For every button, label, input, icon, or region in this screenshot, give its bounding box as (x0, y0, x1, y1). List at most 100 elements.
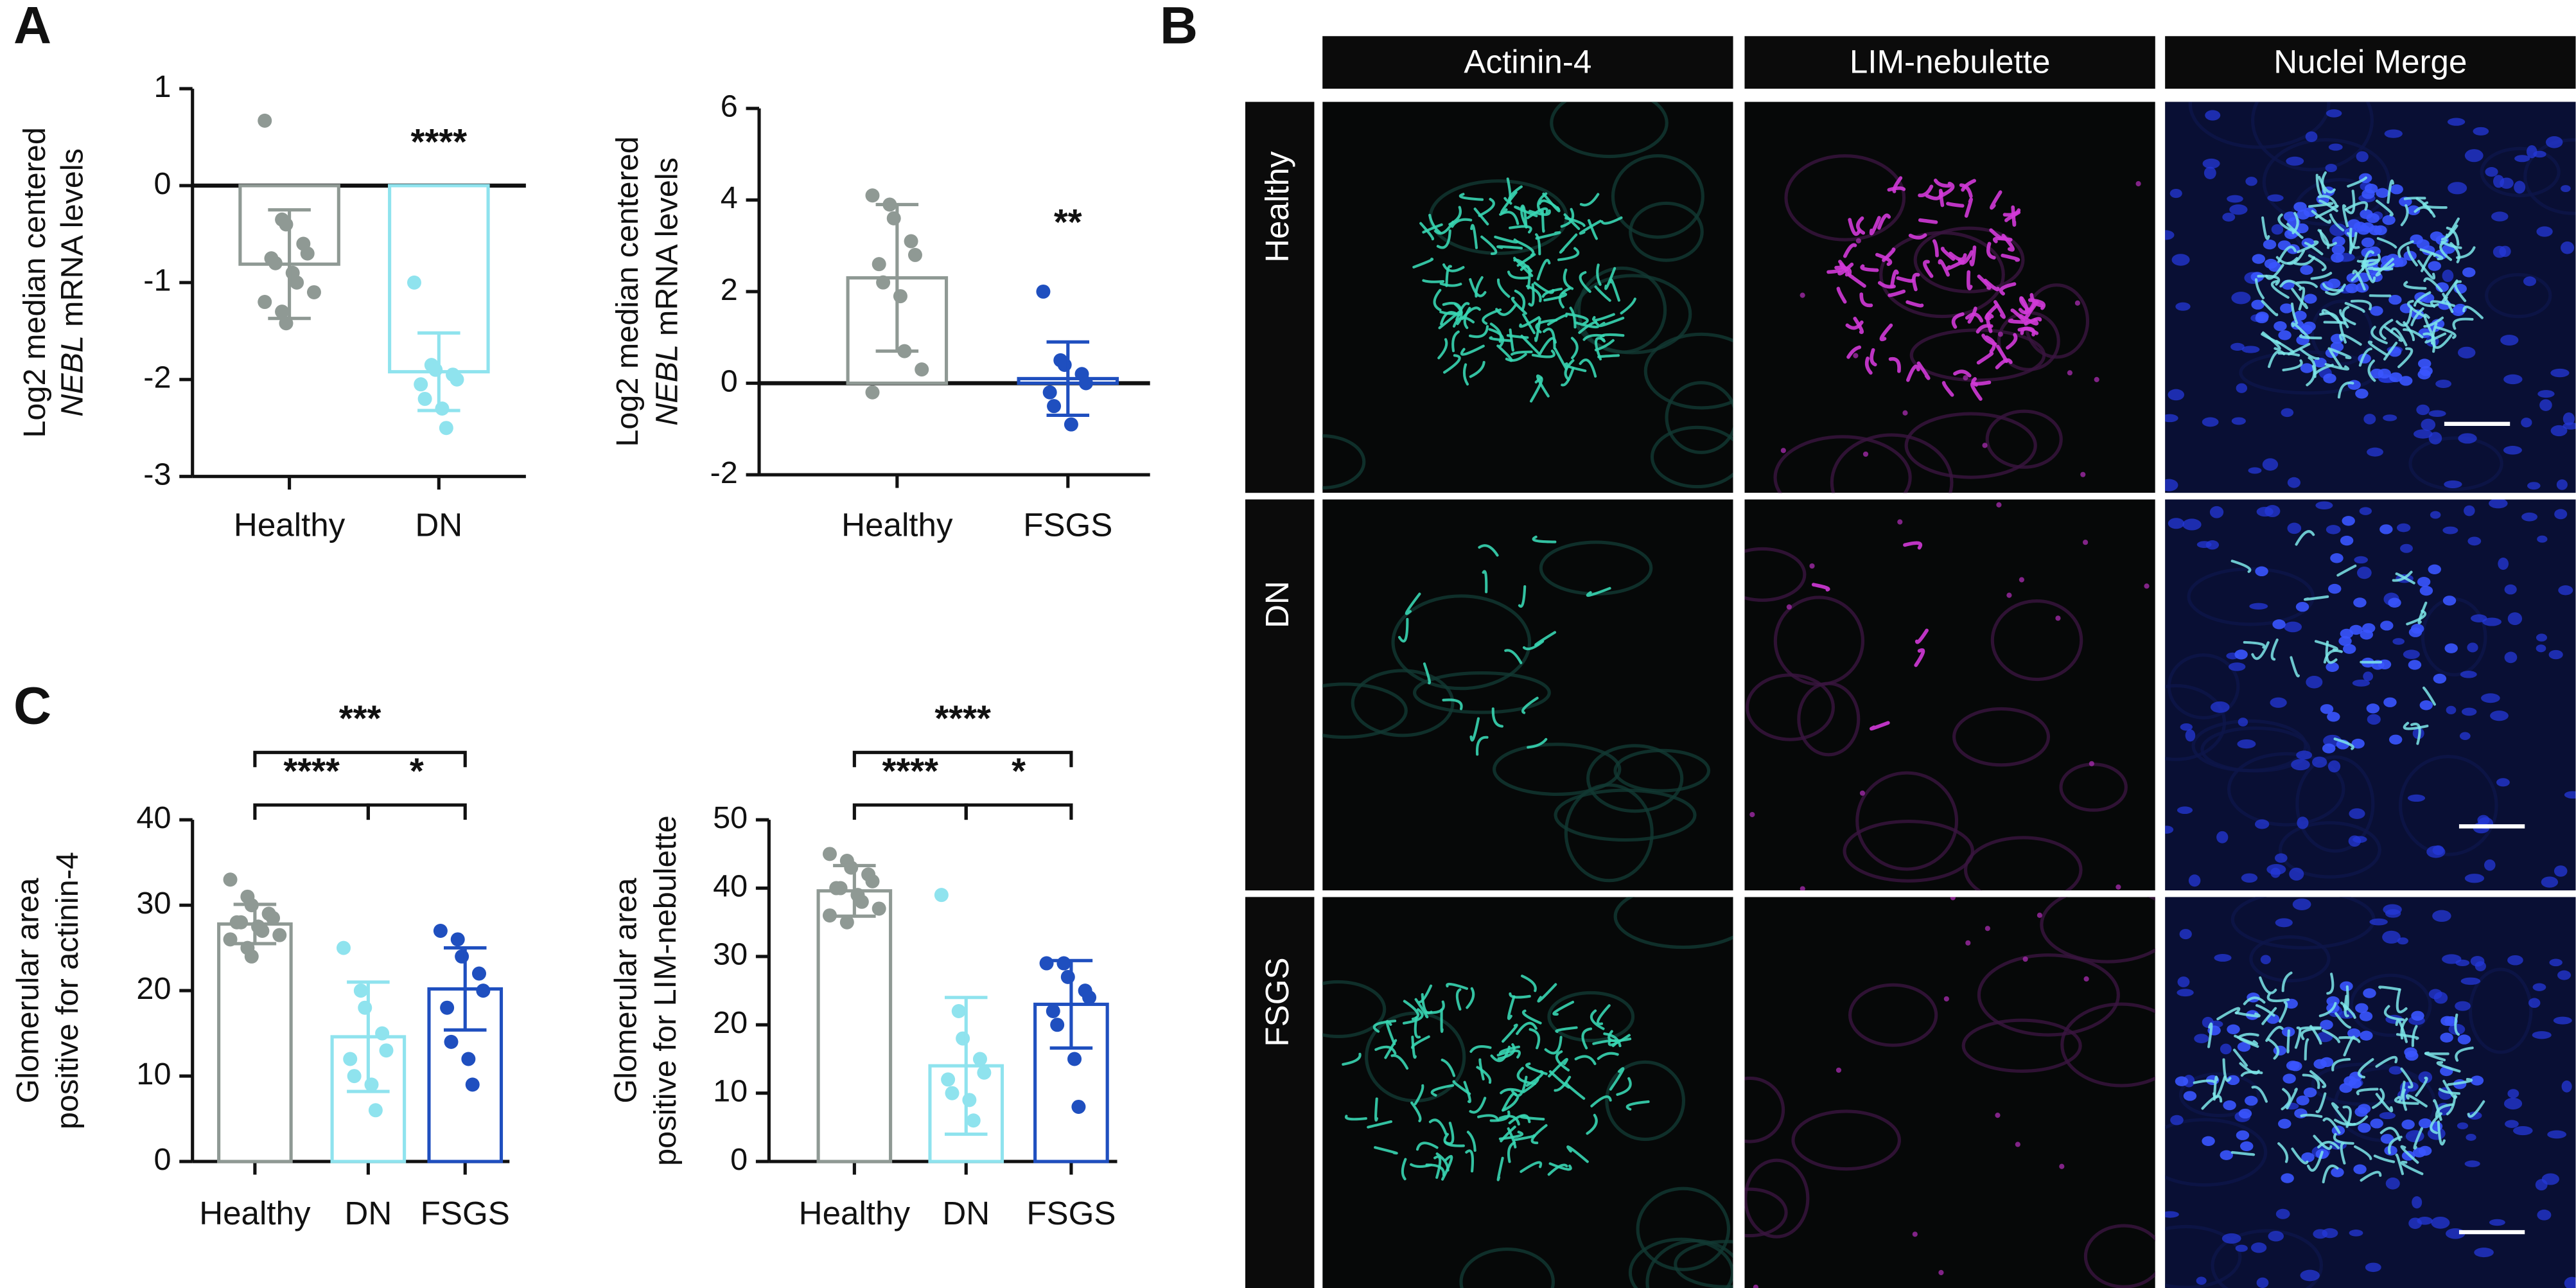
micrograph-texture (2317, 1140, 2340, 1149)
micrograph-texture (2340, 1001, 2356, 1019)
micrograph-texture (1596, 1004, 1611, 1025)
micrograph-texture (2083, 1224, 2155, 1288)
micrograph-texture (1938, 259, 1950, 277)
micrograph-texture (2385, 1177, 2400, 1190)
data-point (962, 1093, 977, 1107)
micrograph-texture (1452, 316, 1475, 328)
micrograph-texture (1855, 238, 1861, 243)
micrograph-texture (2392, 638, 2405, 645)
micrograph-texture (1506, 334, 1529, 339)
micrograph-texture (2028, 298, 2046, 310)
micrograph-texture (2171, 254, 2190, 266)
data-point (364, 1077, 379, 1092)
micrograph-texture (2460, 977, 2481, 985)
micrograph-texture (2417, 358, 2431, 369)
micrograph-texture (2539, 399, 2552, 411)
micrograph-texture (2383, 326, 2403, 342)
micrograph-texture (1914, 648, 1925, 667)
data-point (290, 275, 304, 290)
data-point (306, 285, 321, 299)
micrograph-texture (2424, 1052, 2446, 1062)
micrograph-texture (2222, 213, 2236, 222)
micrograph-texture (2019, 577, 2024, 583)
micrograph-texture (1463, 1081, 1471, 1104)
micrograph-texture (1620, 297, 1636, 315)
micrograph-texture (1535, 233, 1541, 256)
micrograph-texture (2388, 1066, 2403, 1075)
data-point (1057, 358, 1072, 372)
micrograph-texture (2291, 1147, 2309, 1165)
micrograph-texture (1451, 218, 1473, 228)
micrograph-texture (2549, 958, 2563, 967)
micrograph-texture (2557, 970, 2572, 980)
data-point (440, 1000, 455, 1015)
y-axis-label: Log2 median centered (17, 127, 52, 437)
micrograph-texture (1925, 191, 1943, 200)
micrograph-texture (2277, 1142, 2289, 1163)
micrograph-texture (2089, 761, 2094, 766)
data-point (1060, 969, 1075, 984)
data-point (379, 1043, 394, 1058)
micrograph (1744, 499, 2155, 891)
significance-label: **** (411, 121, 468, 162)
micrograph-texture (2396, 989, 2408, 1014)
micrograph-texture (2358, 1123, 2371, 1133)
micrograph-texture (2442, 595, 2457, 606)
micrograph-texture (1985, 335, 1996, 353)
micrograph-texture (2370, 326, 2388, 344)
micrograph-texture (1507, 185, 1523, 205)
micrograph-texture (2326, 525, 2341, 534)
row-header-label: FSGS (1259, 957, 1295, 1046)
micrograph-texture (2536, 644, 2546, 653)
micrograph-texture (1845, 320, 1864, 330)
micrograph-texture (1520, 1161, 1543, 1173)
micrograph-texture (2423, 686, 2436, 706)
micrograph-texture (2275, 918, 2293, 928)
micrograph-texture (1837, 262, 1854, 276)
micrograph-texture (2305, 131, 2318, 143)
micrograph-texture (2037, 912, 2042, 918)
data-point (966, 1113, 981, 1128)
micrograph-texture (2360, 1170, 2382, 1182)
micrograph-texture (1590, 1009, 1605, 1030)
micrograph-texture (2407, 794, 2426, 802)
micrograph-texture (1441, 1155, 1453, 1181)
micrograph-texture (2349, 1230, 2363, 1237)
micrograph-texture (2207, 1022, 2213, 1048)
micrograph-texture (2196, 1276, 2207, 1285)
y-tick-label: 50 (713, 800, 748, 835)
micrograph-texture (2471, 614, 2487, 622)
data-point (471, 966, 486, 981)
micrograph-texture (2183, 1091, 2197, 1101)
micrograph-texture (1544, 1036, 1563, 1055)
micrograph-texture (2311, 209, 2331, 224)
micrograph-texture (2485, 167, 2498, 177)
micrograph-texture (1613, 897, 1733, 949)
y-axis-label-part: positive for actinin-4 (50, 852, 85, 1129)
data-point (258, 295, 272, 310)
micrograph-texture (2295, 601, 2309, 612)
micrograph-texture (2060, 1002, 2155, 1088)
micrograph-texture (2229, 204, 2248, 215)
micrograph-texture (2169, 188, 2182, 198)
micrograph-texture (2416, 404, 2430, 416)
data-point (1064, 417, 1078, 432)
micrograph-texture (2252, 254, 2266, 264)
micrograph-texture (1423, 662, 1431, 685)
micrograph-texture (2165, 825, 2174, 834)
micrograph-texture (2400, 1018, 2408, 1040)
micrograph-texture (1463, 306, 1471, 330)
micrograph-texture (1940, 247, 1956, 261)
micrograph-texture (2257, 274, 2281, 286)
micrograph-texture (1436, 229, 1451, 249)
micrograph-texture (2432, 910, 2451, 922)
micrograph-texture (2536, 226, 2553, 237)
micrograph-texture (2503, 446, 2522, 455)
micrograph-texture (2268, 261, 2282, 272)
micrograph-texture (2202, 158, 2220, 169)
micrograph-texture (2235, 1244, 2248, 1252)
micrograph-texture (1570, 337, 1579, 360)
micrograph-texture (1995, 358, 2013, 369)
column-header-label: Actinin-4 (1464, 43, 1591, 80)
significance-label: * (410, 750, 424, 791)
